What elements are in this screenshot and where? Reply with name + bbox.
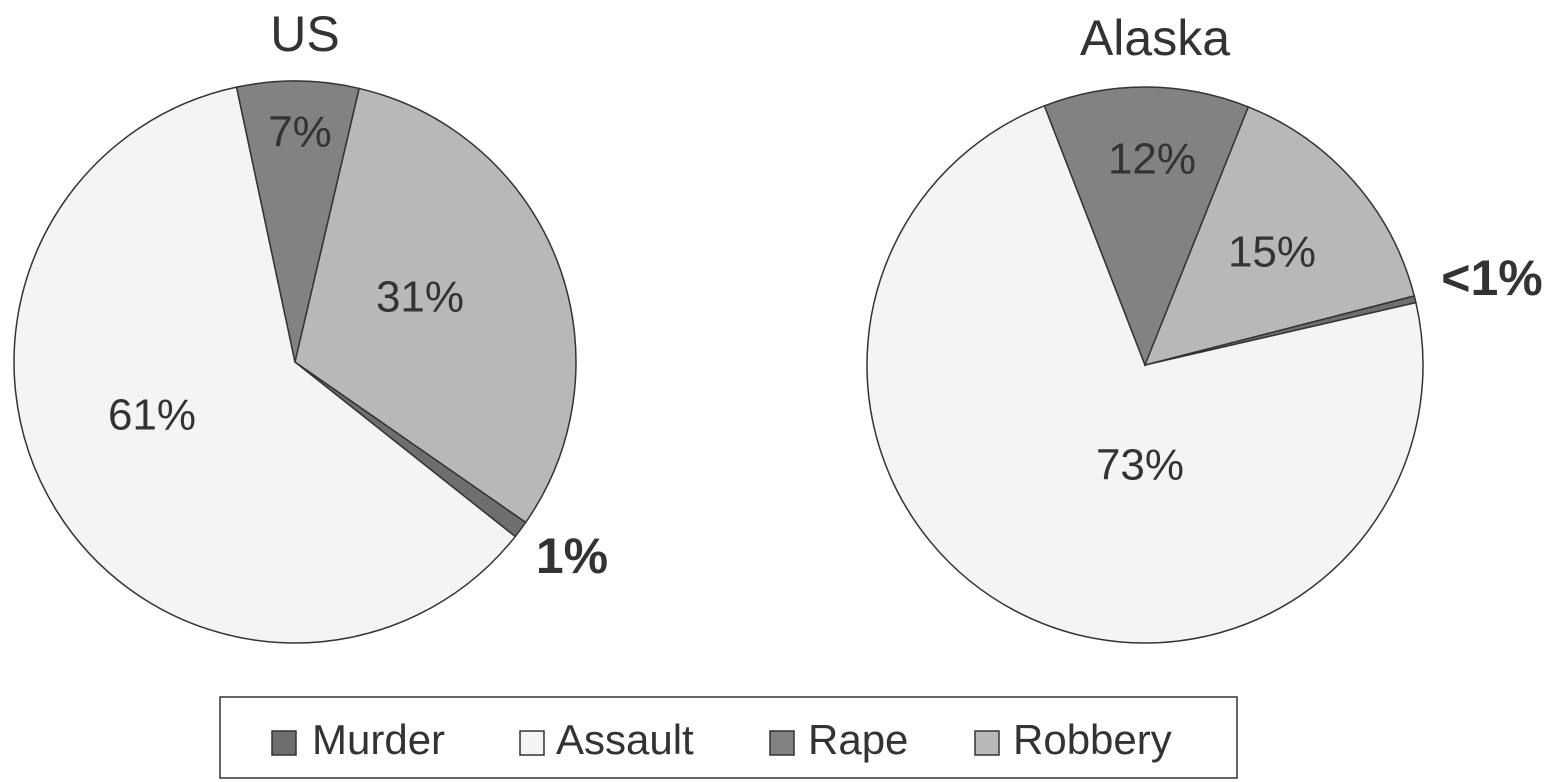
data-label: 1% (536, 528, 608, 584)
pie-slice (1143, 105, 1416, 367)
legend-label: Murder (312, 716, 445, 763)
legend-label: Rape (808, 716, 908, 763)
legend-label: Robbery (1013, 716, 1172, 763)
pie-slice (866, 104, 1424, 644)
data-label: 15% (1228, 228, 1316, 277)
legend-swatch (271, 730, 297, 756)
pie-slice (235, 80, 361, 363)
data-label: 12% (1108, 135, 1196, 184)
data-label: 73% (1096, 441, 1184, 490)
legend-label: Assault (556, 716, 694, 763)
chart-title: Alaska (1080, 10, 1230, 66)
legend-swatch (519, 730, 545, 756)
legend-swatch (769, 730, 795, 756)
pie-slice (294, 87, 577, 524)
data-label: 61% (108, 391, 196, 440)
chart-title: US (270, 6, 339, 62)
data-label: <1% (1441, 250, 1542, 306)
legend-box (219, 696, 1238, 779)
legend-swatch (974, 730, 1000, 756)
pie-slice (1043, 86, 1250, 368)
pie-slice (13, 86, 517, 644)
data-label: 7% (268, 108, 332, 157)
data-label: 31% (376, 273, 464, 322)
